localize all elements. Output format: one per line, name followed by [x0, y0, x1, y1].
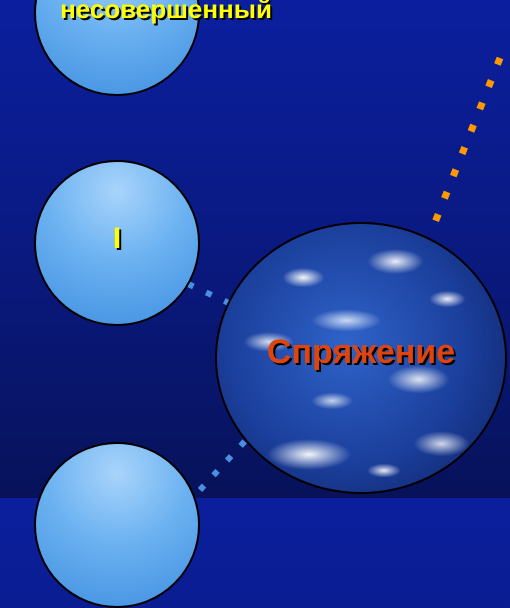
- bubble-middle[interactable]: [34, 160, 200, 326]
- bubble-bottom[interactable]: [34, 442, 200, 608]
- connector-blue-bottom-line: [197, 437, 249, 493]
- connector-orange-line: [426, 56, 504, 237]
- top-label: несовершенный: [60, 0, 272, 24]
- middle-label: I: [112, 222, 122, 255]
- earth-globe-image[interactable]: [215, 222, 507, 494]
- diagram-canvas: несовершенный I Спряжение: [34, 0, 507, 608]
- center-label: Спряжение: [266, 333, 456, 371]
